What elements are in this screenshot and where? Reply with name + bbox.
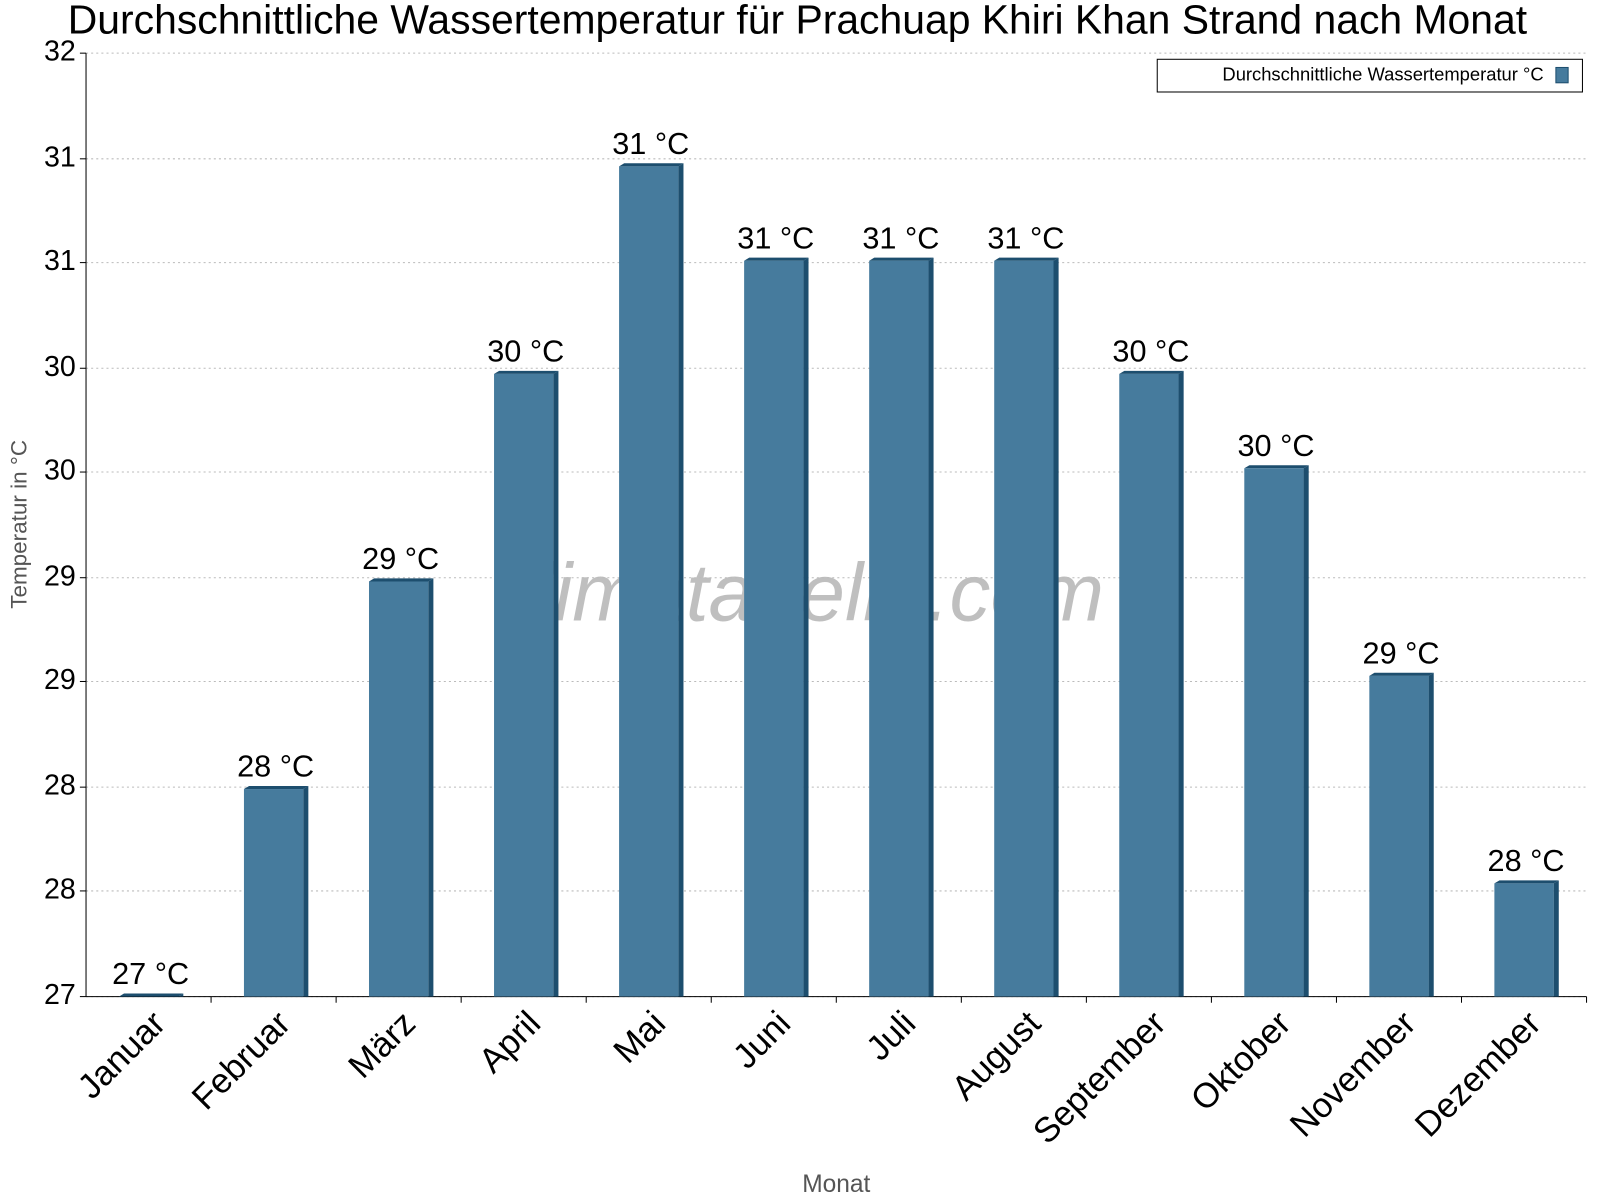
y-tick-label: 29 — [44, 664, 76, 696]
legend: Durchschnittliche Wassertemperatur °C — [1156, 58, 1583, 93]
bar-side — [678, 163, 684, 997]
bar-top — [1369, 672, 1434, 676]
x-tick-label: September — [1026, 1004, 1173, 1151]
y-tick-label: 30 — [44, 455, 76, 487]
bar-side — [428, 578, 434, 997]
bar-side — [1053, 257, 1059, 997]
value-label: 31 °C — [737, 221, 814, 255]
bar-top — [1494, 880, 1559, 884]
value-label: 31 °C — [612, 127, 689, 161]
x-tick-label: November — [1283, 1004, 1423, 1144]
bar-top — [118, 993, 184, 997]
value-label: 28 °C — [1488, 844, 1565, 878]
value-label: 31 °C — [987, 221, 1064, 255]
value-label: 29 °C — [1363, 636, 1440, 670]
legend-swatch — [1555, 66, 1569, 84]
x-tick-label: Dezember — [1408, 1004, 1548, 1144]
bar — [368, 581, 429, 997]
x-tick-label: Oktober — [1184, 1004, 1298, 1118]
x-tick-label: Januar — [71, 1004, 173, 1106]
value-label: 30 °C — [487, 335, 564, 369]
bar — [1369, 675, 1429, 997]
bar-top — [619, 163, 684, 167]
bar-top — [869, 257, 934, 261]
value-label: 30 °C — [1112, 335, 1189, 369]
bar — [619, 166, 679, 997]
bar-top — [1244, 465, 1309, 469]
legend-label: Durchschnittliche Wassertemperatur °C — [1222, 63, 1543, 84]
x-axis-title: Monat — [802, 1171, 870, 1198]
bar-side — [1553, 880, 1559, 997]
value-label: 29 °C — [362, 542, 439, 576]
value-label: 28 °C — [237, 750, 314, 784]
bar-side — [1303, 465, 1309, 997]
x-tick-label: August — [945, 1004, 1049, 1108]
bar-side — [1428, 672, 1434, 997]
bar — [1494, 883, 1554, 997]
legend-box — [1156, 58, 1583, 93]
value-label: 27 °C — [112, 957, 189, 991]
x-tick-label: Mai — [607, 1004, 673, 1070]
x-tick-label: Juli — [859, 1004, 923, 1068]
x-tick-label: April — [472, 1004, 548, 1080]
bar-side — [803, 257, 809, 997]
bar-side — [1178, 370, 1184, 997]
chart-title: Durchschnittliche Wassertemperatur für P… — [68, 0, 1528, 42]
y-axis-title: Temperatur in °C — [7, 440, 32, 609]
bar-top — [1119, 370, 1184, 374]
bar-side — [928, 257, 934, 997]
bar-top — [368, 578, 434, 582]
x-tick-label: Februar — [185, 1004, 298, 1117]
bar-top — [744, 257, 809, 261]
bar-top — [994, 257, 1059, 261]
y-tick-label: 28 — [44, 770, 76, 802]
y-tick-label: 31 — [44, 245, 76, 277]
bar — [869, 260, 929, 997]
bar — [1244, 468, 1304, 997]
bar-side — [303, 785, 309, 997]
y-tick-label: 29 — [44, 560, 76, 592]
bar-top — [494, 370, 559, 374]
y-tick-label: 30 — [44, 351, 76, 383]
x-tick-label: Juni — [726, 1004, 798, 1076]
value-label: 30 °C — [1237, 429, 1314, 463]
bar — [744, 260, 804, 997]
y-tick-label: 31 — [44, 141, 76, 173]
y-tick-label: 28 — [44, 873, 76, 905]
bar — [494, 373, 554, 997]
value-label: 31 °C — [862, 221, 939, 255]
y-tick-label: 32 — [44, 36, 76, 68]
bar-top — [243, 785, 309, 790]
x-tick-label: März — [342, 1004, 423, 1085]
bar — [994, 260, 1054, 997]
y-tick-label: 27 — [44, 979, 76, 1011]
bar — [1119, 373, 1179, 997]
bar-side — [553, 370, 559, 997]
bar — [243, 789, 304, 997]
